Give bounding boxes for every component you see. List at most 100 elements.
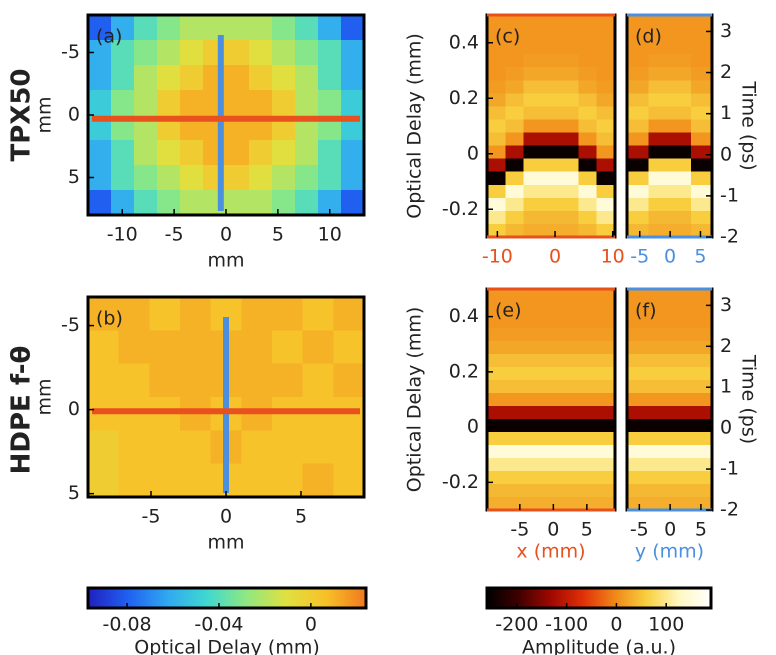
colorbar-tick-label: 0	[305, 614, 317, 636]
heatmap-cell	[111, 40, 135, 66]
heatmap-cell	[295, 140, 319, 166]
heatmap-cell	[596, 80, 616, 94]
heatmap-cell	[508, 471, 531, 485]
heatmap-cell	[505, 15, 525, 29]
heatmap-cell	[578, 80, 598, 94]
x-tick-label: -5	[630, 246, 649, 268]
y-tick-label: 5	[68, 482, 80, 504]
heatmap-cell	[541, 223, 561, 238]
heatmap-cell	[627, 484, 649, 498]
heatmap-cell	[690, 484, 713, 498]
heatmap-cell	[241, 430, 273, 465]
heatmap-cell	[505, 197, 525, 212]
heatmap-cell	[541, 106, 561, 120]
heatmap-cell	[134, 165, 158, 191]
heatmap-cell	[648, 41, 670, 55]
heatmap-cell	[541, 145, 561, 160]
heatmap-cell	[272, 140, 296, 166]
heatmap-cell	[596, 93, 616, 107]
heatmap-cell	[572, 471, 595, 485]
heatmap-cell	[627, 93, 649, 107]
heatmap-cell	[111, 65, 135, 91]
heatmap-cell	[596, 158, 616, 173]
heatmap-cell	[690, 328, 713, 342]
heatmap-cell	[669, 41, 692, 55]
heatmap-cell	[593, 315, 616, 329]
heatmap-cell	[241, 363, 273, 398]
heatmap-cell	[341, 15, 365, 41]
heatmap-cell	[88, 90, 112, 116]
heatmap-cell	[596, 145, 616, 160]
heatmap-cell	[487, 341, 509, 355]
heatmap-cell	[560, 15, 579, 29]
heatmap-cell	[487, 41, 506, 55]
heatmap-cell	[149, 430, 181, 465]
heatmap-cell	[118, 330, 150, 365]
x-tick-label: 0	[664, 519, 676, 541]
heatmap-cell	[529, 406, 552, 420]
heatmap-cell	[88, 65, 112, 91]
heatmap-cell	[669, 354, 692, 368]
heatmap-cell	[627, 210, 649, 225]
heatmap-cell	[669, 341, 692, 355]
heatmap-cell	[180, 140, 204, 166]
heatmap-cell	[690, 67, 713, 81]
heatmap-cell	[541, 210, 561, 225]
heatmap-cell	[272, 40, 296, 66]
heatmap-cell	[487, 223, 506, 238]
x-tick-label: 0	[220, 506, 232, 528]
heatmap-cell	[593, 471, 616, 485]
heatmap-cell	[272, 90, 296, 116]
y2-tick-label: 2	[720, 335, 732, 357]
heatmap-cell	[669, 171, 692, 186]
heatmap-cell	[88, 165, 112, 191]
heatmap-cell	[341, 65, 365, 91]
heatmap-cell	[88, 363, 120, 398]
heatmap-cell	[551, 484, 573, 498]
heatmap-cell	[529, 471, 552, 485]
heatmap-cell	[111, 190, 135, 216]
heatmap-cell	[572, 484, 595, 498]
heatmap-cell	[627, 119, 649, 134]
heatmap-cell	[249, 15, 273, 41]
heatmap-cell	[505, 67, 525, 81]
heatmap-cell	[541, 41, 561, 55]
heatmap-cell	[551, 445, 573, 459]
panel-label: (a)	[96, 26, 122, 48]
heatmap-cell	[627, 302, 649, 316]
heatmap-cell	[487, 328, 509, 342]
heatmap-cell	[593, 302, 616, 316]
heatmap-cell	[578, 171, 598, 186]
x-tick-label: 5	[695, 519, 707, 541]
heatmap-cell	[529, 341, 552, 355]
heatmap-cell	[648, 380, 670, 394]
heatmap-cell	[226, 165, 250, 191]
heatmap-cell	[88, 40, 112, 66]
heatmap-cell	[272, 430, 304, 465]
heatmap-cell	[523, 67, 543, 81]
heatmap-cell	[648, 302, 670, 316]
heatmap-cell	[551, 367, 573, 381]
heatmap-cell	[551, 302, 573, 316]
x-tick-label: 0	[664, 246, 676, 268]
panel-label: (f)	[635, 300, 657, 322]
heatmap-cell	[487, 15, 506, 29]
heatmap-cell	[627, 41, 649, 55]
x-axis-label: x (mm)	[516, 541, 585, 563]
heatmap-cell	[302, 297, 334, 331]
x-axis-label: y (mm)	[635, 541, 704, 563]
y2-tick-label: 0	[720, 417, 732, 439]
heatmap-cell	[508, 497, 531, 511]
heatmap-cell	[295, 15, 319, 41]
heatmap-cell	[333, 430, 365, 465]
heatmap-cell	[541, 93, 561, 107]
heatmap-cell	[669, 367, 692, 381]
heatmap-cell	[226, 90, 250, 116]
heatmap-cell	[690, 406, 713, 420]
heatmap-cell	[487, 354, 509, 368]
heatmap-cell	[529, 432, 552, 446]
heatmap-cell	[523, 184, 543, 199]
heatmap-cell	[690, 497, 713, 511]
heatmap-cell	[487, 315, 509, 329]
heatmap-cell	[249, 190, 273, 216]
